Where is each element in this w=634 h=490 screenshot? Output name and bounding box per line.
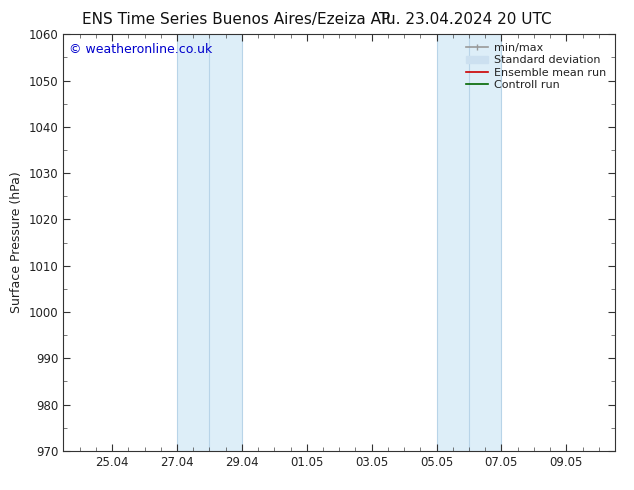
Bar [177,34,209,451]
Y-axis label: Surface Pressure (hPa): Surface Pressure (hPa) [10,172,23,314]
Bar [437,34,469,451]
Bar [469,34,501,451]
Text: Tu. 23.04.2024 20 UTC: Tu. 23.04.2024 20 UTC [379,12,552,27]
Text: ENS Time Series Buenos Aires/Ezeiza AP: ENS Time Series Buenos Aires/Ezeiza AP [82,12,391,27]
Bar [209,34,242,451]
Text: © weatheronline.co.uk: © weatheronline.co.uk [69,43,212,56]
Legend: min/max, Standard deviation, Ensemble mean run, Controll run: min/max, Standard deviation, Ensemble me… [463,40,609,93]
